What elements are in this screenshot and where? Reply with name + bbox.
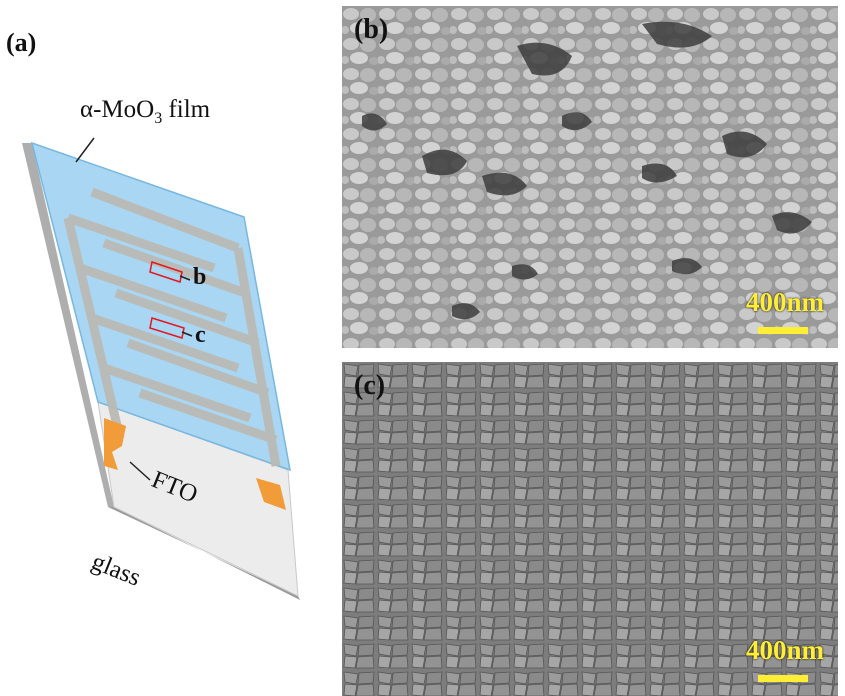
- device-schematic: [22, 137, 300, 600]
- film-leader-line: [75, 137, 95, 163]
- fto-leader-line: [129, 461, 151, 481]
- fto-pad-right: [256, 478, 286, 510]
- panel-a-label: (a): [6, 28, 37, 57]
- scale-bar-c: [758, 675, 808, 682]
- film-label: α-MoO3 film: [80, 96, 211, 127]
- fto-pad-left: [104, 418, 126, 470]
- marker-c-label: c: [195, 322, 206, 348]
- sem-image-b: (b) 400nm: [342, 6, 838, 348]
- marker-c-box: [149, 317, 185, 339]
- panel-b-label: (b): [354, 14, 389, 45]
- marker-b-label: b: [193, 264, 207, 290]
- interdigitated-electrode: [63, 187, 281, 467]
- glass-edge: [22, 143, 114, 507]
- sem-image-c: (c) 400nm: [342, 362, 838, 696]
- marker-b-box: [149, 261, 183, 283]
- scale-label-b: 400nm: [745, 287, 824, 317]
- scale-label-c: 400nm: [745, 635, 824, 665]
- scale-bar-b: [758, 327, 808, 334]
- panel-c-label: (c): [354, 370, 386, 401]
